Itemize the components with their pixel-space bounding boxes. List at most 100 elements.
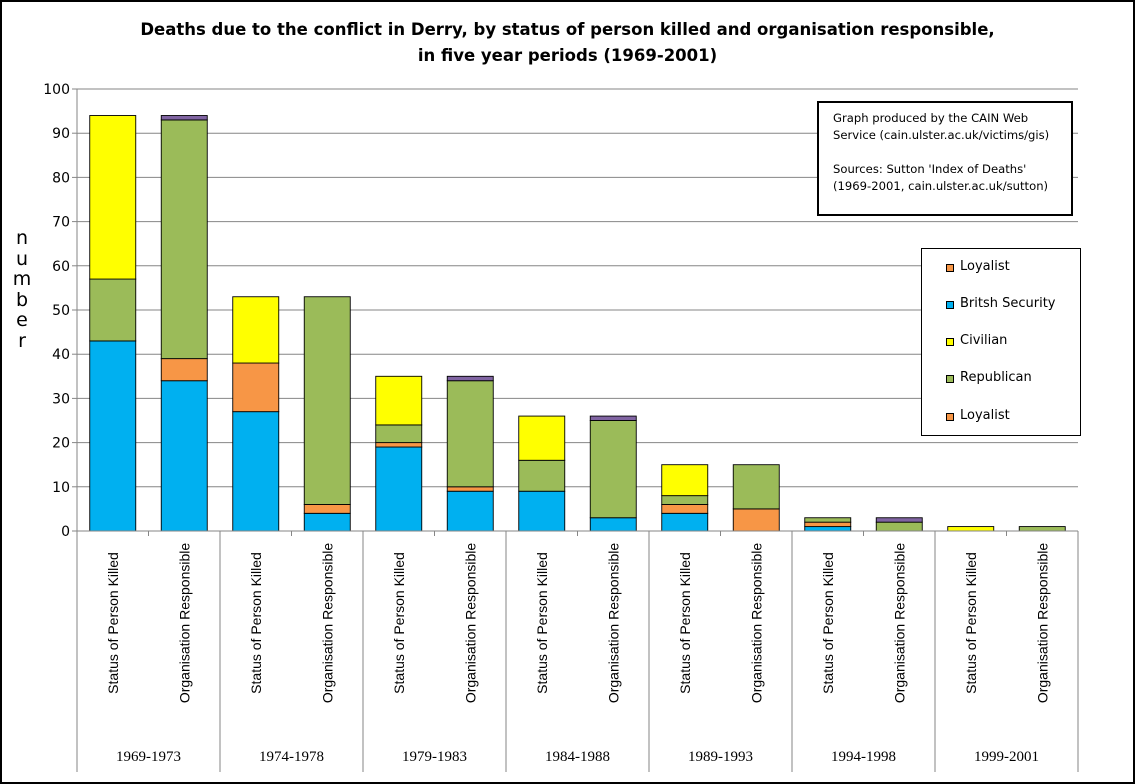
y-axis-label-letter: u	[15, 247, 29, 270]
bar-segment-republican	[875, 521, 923, 532]
x-subcategory-label: Organisation Responsible	[176, 543, 192, 704]
chart-title-line2: in five year periods (1969-2001)	[417, 46, 718, 65]
bar-segment-other	[589, 415, 637, 421]
legend-label: Loyalist	[960, 408, 1010, 423]
bar-segment-republican	[446, 380, 494, 488]
y-axis-label-letter: n	[15, 227, 29, 249]
bar-segment-security	[232, 411, 280, 532]
bar-segment-security	[303, 512, 351, 532]
bar-segment-security	[804, 526, 852, 532]
x-subcategory-label: Organisation Responsible	[605, 543, 621, 704]
x-group-label: 1994-1998	[831, 749, 896, 765]
bar-segment-republican	[1018, 526, 1066, 532]
source-box: Graph produced by the CAIN Web Service (…	[817, 101, 1073, 216]
y-tick-label: 80	[52, 170, 70, 186]
legend: Loyalist Britsh Security Civilian Republica…	[921, 248, 1081, 436]
x-subcategory-label: Organisation Responsible	[891, 543, 907, 704]
y-tick-label: 30	[52, 391, 70, 407]
bar-segment-security	[589, 517, 637, 532]
legend-label: Britsh Security	[960, 296, 1056, 311]
bar-segment-loyalist	[804, 521, 852, 528]
y-tick-label: 90	[52, 126, 70, 142]
y-tick-label: 100	[43, 82, 70, 98]
x-subcategory-label: Organisation Responsible	[319, 543, 335, 704]
bars	[89, 115, 1066, 532]
bar-segment-loyalist	[661, 504, 709, 514]
source-line-2: Service (cain.ulster.ac.uk/victims/gis)	[833, 128, 1050, 142]
bar-segment-republican	[89, 278, 137, 342]
x-group-label: 1989-1993	[688, 749, 753, 765]
axes	[72, 88, 1079, 772]
y-tick-label: 70	[52, 215, 70, 231]
bar-segment-civilian	[661, 464, 709, 497]
bar-segment-loyalist	[303, 504, 351, 514]
y-tick-label: 50	[52, 303, 70, 319]
x-subcategory-label: Organisation Responsible	[748, 543, 764, 704]
bar-segment-security	[375, 446, 423, 532]
bar-segment-security	[160, 380, 208, 532]
bar-segment-republican	[804, 517, 852, 523]
bar-segment-republican	[303, 296, 351, 505]
bar-segment-republican	[661, 495, 709, 505]
bar-segment-security	[89, 340, 137, 532]
legend-label: Loyalist	[960, 259, 1010, 274]
chart-title-line1: Deaths due to the conflict in Derry, by …	[140, 20, 995, 39]
x-subcategory-label: Organisation Responsible	[462, 543, 478, 704]
bar-segment-other	[875, 517, 923, 523]
bar-segment-loyalist	[232, 362, 280, 413]
y-tick-label: 20	[52, 436, 70, 452]
bar-segment-civilian	[89, 115, 137, 280]
bar-segment-loyalist	[160, 358, 208, 382]
y-tick-label: 0	[61, 524, 70, 540]
legend-label: Republican	[960, 370, 1032, 385]
x-subcategory-label: Status of Person Killed	[534, 552, 550, 694]
y-axis-label-letter: r	[18, 329, 26, 352]
bar-segment-security	[446, 490, 494, 532]
bar-segment-republican	[375, 424, 423, 444]
x-group-label: 1984-1988	[545, 749, 610, 765]
x-group-label: 1979-1983	[402, 749, 467, 765]
x-subcategory-label: Status of Person Killed	[105, 552, 121, 694]
legend-swatch	[946, 338, 954, 346]
legend-swatch	[946, 375, 954, 383]
bar-segment-other	[446, 375, 494, 382]
x-subcategory-label: Status of Person Killed	[677, 552, 693, 694]
source-line-3: Sources: Sutton 'Index of Deaths'	[833, 162, 1027, 176]
x-subcategory-label: Status of Person Killed	[963, 552, 979, 694]
bar-segment-civilian	[232, 296, 280, 364]
bar-segment-civilian	[947, 526, 995, 532]
legend-swatch	[946, 301, 954, 309]
bar-segment-loyalist	[732, 508, 780, 532]
bar-segment-republican	[589, 420, 637, 519]
y-axis-label-letter: e	[16, 309, 28, 332]
bar-segment-other	[160, 115, 208, 121]
x-group-label: 1974-1978	[259, 749, 324, 765]
y-tick-label: 10	[52, 480, 70, 496]
x-subcategory-label: Status of Person Killed	[248, 552, 264, 694]
bar-segment-republican	[160, 119, 208, 360]
bar-segment-republican	[518, 459, 566, 492]
bar-segment-republican	[732, 464, 780, 510]
legend-swatch	[946, 264, 954, 272]
legend-label: Civilian	[960, 333, 1008, 348]
y-axis-label-letter: m	[12, 268, 32, 291]
bar-segment-loyalist	[446, 486, 494, 492]
x-subcategory-label: Status of Person Killed	[391, 552, 407, 694]
y-tick-label: 60	[52, 259, 70, 275]
x-subcategory-label: Status of Person Killed	[820, 552, 836, 694]
x-subcategory-label: Organisation Responsible	[1034, 543, 1050, 704]
bar-segment-security	[518, 490, 566, 532]
x-group-label: 1969-1973	[116, 749, 181, 765]
bar-segment-loyalist	[375, 442, 423, 448]
bar-segment-civilian	[518, 415, 566, 461]
y-tick-label: 40	[52, 347, 70, 363]
bar-segment-security	[661, 512, 709, 532]
bar-segment-civilian	[375, 375, 423, 426]
gridlines	[77, 88, 1078, 488]
x-group-label: 1999-2001	[974, 749, 1039, 765]
axis-labels: 0 10 20 30 40 50 60 70 80 90 100 Status of Person K…	[43, 82, 1050, 765]
legend-swatch	[946, 413, 954, 421]
source-line-1: Graph produced by the CAIN Web	[833, 111, 1029, 125]
